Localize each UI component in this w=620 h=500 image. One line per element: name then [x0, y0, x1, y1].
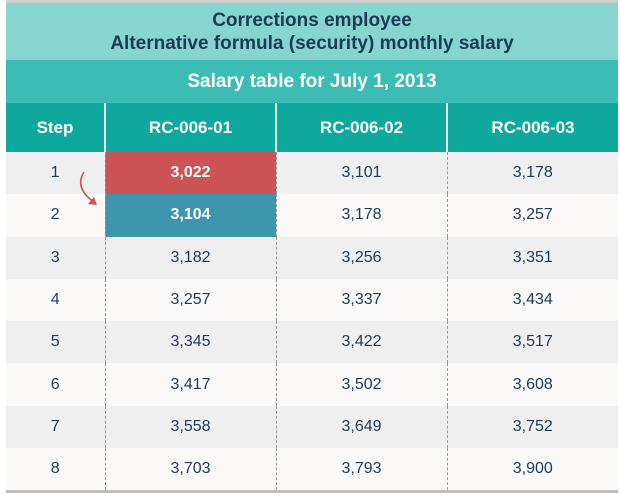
step-cell: 3 [6, 236, 105, 279]
salary-cell: 3,257 [446, 194, 618, 237]
salary-cell: 3,434 [446, 278, 618, 322]
salary-cell: 3,256 [275, 236, 447, 279]
salary-cell: 3,345 [104, 321, 276, 364]
salary-table-container: Corrections employee Alternative formula… [6, 0, 618, 494]
table-row: 6 3,417 3,502 3,608 [6, 363, 618, 406]
table-row: 8 3,703 3,793 3,900 [6, 448, 618, 491]
step-cell: 8 [6, 448, 105, 491]
salary-cell: 3,351 [446, 236, 618, 279]
salary-cell: 3,101 [275, 152, 447, 195]
step-cell: 6 [6, 363, 105, 406]
step-cell: 2 [6, 194, 105, 237]
table-subtitle: Salary table for July 1, 2013 [6, 60, 618, 103]
column-header: Step [6, 103, 105, 152]
table-row: 1 3,022 3,101 3,178 [6, 152, 618, 195]
salary-cell: 3,178 [446, 152, 618, 195]
salary-cell: 3,752 [446, 405, 618, 449]
title-line-1: Corrections employee [212, 9, 412, 31]
step-cell: 7 [6, 405, 105, 449]
salary-cell: 3,422 [275, 321, 447, 364]
salary-cell: 3,502 [275, 363, 447, 406]
column-header: RC-006-01 [104, 103, 276, 152]
title-line-2: Alternative formula (security) monthly s… [110, 32, 514, 54]
table-title: Corrections employee Alternative formula… [6, 3, 618, 60]
header-row: Step RC-006-01 RC-006-02 RC-006-03 [6, 103, 618, 152]
salary-cell: 3,608 [446, 363, 618, 406]
table-row: 2 3,104 3,178 3,257 [6, 194, 618, 237]
table-row: 5 3,345 3,422 3,517 [6, 321, 618, 364]
salary-cell: 3,793 [275, 448, 447, 491]
salary-cell: 3,417 [104, 363, 276, 406]
salary-cell: 3,104 [104, 194, 276, 237]
curved-arrow-icon [79, 171, 97, 205]
table-row: 3 3,182 3,256 3,351 [6, 236, 618, 279]
salary-cell: 3,703 [104, 448, 276, 491]
table-row: 7 3,558 3,649 3,752 [6, 405, 618, 449]
salary-cell: 3,558 [104, 405, 276, 449]
salary-cell: 3,022 [104, 152, 276, 195]
column-header: RC-006-02 [275, 103, 447, 152]
step-cell: 4 [6, 278, 105, 322]
salary-cell: 3,337 [275, 278, 447, 322]
salary-cell: 3,517 [446, 321, 618, 364]
salary-cell: 3,178 [275, 194, 447, 237]
salary-cell: 3,257 [104, 278, 276, 322]
column-header: RC-006-03 [446, 103, 618, 152]
step-cell: 5 [6, 321, 105, 364]
step-cell: 1 [6, 152, 105, 195]
salary-cell: 3,182 [104, 236, 276, 279]
table-row: 4 3,257 3,337 3,434 [6, 278, 618, 322]
salary-table: Step RC-006-01 RC-006-02 RC-006-03 1 3,022 3,… [6, 103, 618, 491]
salary-cell: 3,649 [275, 405, 447, 449]
salary-cell: 3,900 [446, 448, 618, 491]
